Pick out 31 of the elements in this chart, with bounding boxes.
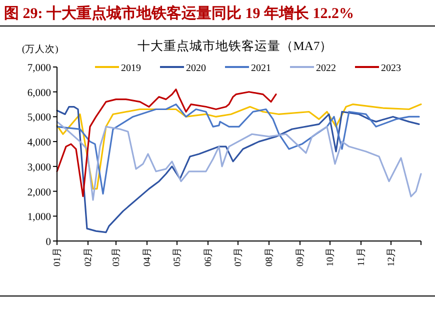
legend-label: 2020	[186, 63, 206, 74]
line-series	[56, 120, 422, 201]
legend-label: 2019	[121, 63, 141, 74]
y-axis-title: (万人次)	[22, 44, 58, 55]
line-series	[56, 88, 277, 198]
y-tick-label: 3,000	[27, 162, 51, 174]
x-tick-label: 07月	[233, 247, 244, 266]
legend-label: 2023	[381, 63, 401, 74]
x-tick-label: 01月	[52, 247, 63, 266]
x-tick-label: 11月	[356, 247, 367, 266]
y-tick-label: 4,000	[27, 138, 51, 149]
legend-label: 2022	[316, 63, 336, 74]
y-tick-label: 2,000	[27, 187, 51, 198]
x-tick-label: 12月	[386, 247, 397, 266]
line-series	[56, 106, 420, 234]
y-tick-label: 7,000	[27, 63, 51, 74]
chart-title: 图 29: 十大重点城市地铁客运量同比 19 年增长 12.2%	[4, 4, 354, 22]
x-tick-label: 02月	[83, 247, 94, 266]
x-tick-label: 08月	[264, 247, 275, 266]
y-tick-label: 5,000	[27, 112, 51, 124]
x-tick-label: 04月	[142, 247, 153, 266]
y-tick-label: 1,000	[27, 212, 51, 224]
y-tick-label: 0	[46, 237, 51, 248]
x-tick-label: 06月	[203, 247, 214, 266]
chart-subtitle: 十大重点城市地铁客运量（MA7）	[137, 38, 333, 53]
legend-label: 2021	[251, 63, 271, 74]
x-tick-label: 09月	[295, 247, 306, 266]
x-tick-label: 10月	[325, 247, 336, 266]
y-tick-label: 6,000	[27, 88, 51, 99]
x-tick-label: 05月	[172, 247, 183, 266]
x-tick-label: 03月	[111, 247, 122, 266]
